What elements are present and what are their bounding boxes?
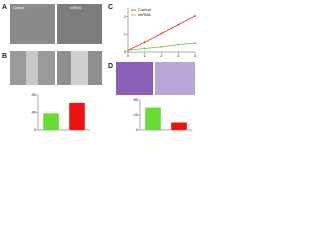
marker [160,45,163,48]
marker [143,47,146,50]
marker [194,15,196,17]
bar [145,107,161,130]
y-tick-label: 0 [124,49,127,54]
x-tick-label: 4 [194,53,197,58]
y-tick-label: 80 [32,92,37,97]
transwell-image [116,62,153,95]
bar [171,122,187,130]
wound-gap [71,51,88,85]
wound-gap [26,51,38,85]
panel-label: A [2,4,7,11]
legend-label: shRNA [138,12,151,17]
image-label: shRNA [70,6,82,10]
marker [143,41,146,44]
y-tick-label: 80 [134,97,139,102]
marker [127,49,129,52]
marker [177,23,180,26]
x-tick-label: 2 [160,53,163,58]
micrograph [10,4,55,44]
transwell-image [155,62,195,95]
panel-label: D [108,63,113,70]
bar [69,102,85,130]
marker [177,43,180,46]
bar [43,113,59,130]
panel-label: B [2,53,7,60]
y-tick-label: 0 [34,127,37,132]
panel-label: C [108,4,113,11]
y-tick-label: 0 [136,127,139,132]
y-tick-label: 1 [124,31,127,36]
x-tick-label: 0 [127,53,130,58]
y-tick-label: 40 [134,112,139,117]
marker [194,42,196,45]
x-tick-label: 1 [144,53,147,58]
micrograph [57,4,102,44]
marker [160,32,163,35]
image-label: Control [13,6,25,10]
y-tick-label: 2 [124,14,127,19]
x-tick-label: 3 [177,53,180,58]
legend-label: Control [138,7,151,12]
y-tick-label: 40 [32,110,37,115]
